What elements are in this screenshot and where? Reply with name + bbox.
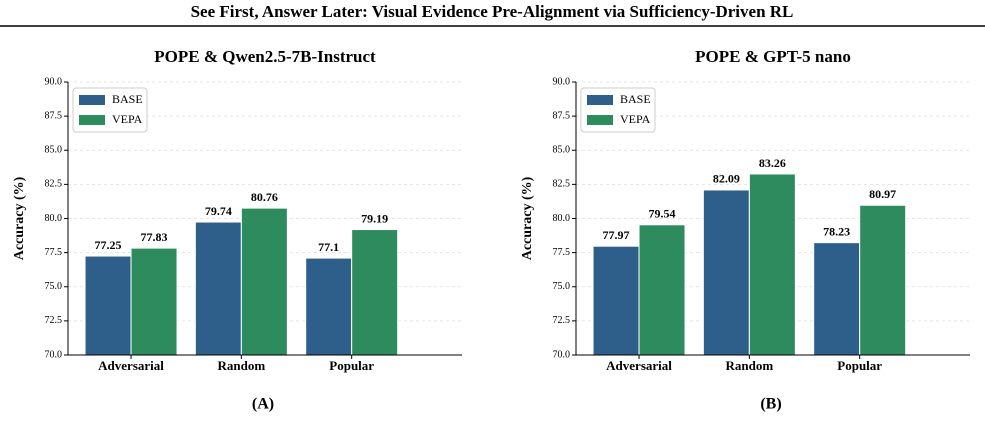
x-tick-label: Adversarial: [98, 358, 164, 373]
bar: [813, 242, 861, 356]
y-tick-label: 80.0: [45, 213, 63, 224]
value-label: 83.26: [759, 156, 786, 170]
bar: [130, 247, 178, 356]
y-tick-label: 72.5: [553, 315, 571, 326]
bar: [748, 173, 796, 356]
y-tick-label: 82.5: [553, 179, 571, 190]
y-tick-label: 70.0: [45, 349, 63, 360]
legend-label: BASE: [112, 92, 143, 106]
legend-label: BASE: [620, 92, 651, 106]
y-tick-label: 75.0: [553, 281, 571, 292]
y-tick-label: 77.5: [45, 247, 63, 258]
bar: [305, 257, 353, 356]
caption: (B): [760, 396, 781, 413]
y-tick-label: 72.5: [45, 315, 63, 326]
legend-swatch: [587, 115, 613, 125]
value-label: 79.74: [205, 204, 232, 218]
y-tick-label: 77.5: [553, 247, 571, 258]
bar: [351, 229, 399, 356]
bar: [240, 207, 288, 356]
y-axis-label: Accuracy (%): [12, 176, 27, 260]
legend-label: VEPA: [620, 112, 651, 126]
legend-swatch: [587, 95, 613, 105]
x-tick-label: Popular: [837, 358, 882, 373]
y-tick-label: 90.0: [553, 76, 571, 87]
legend-swatch: [79, 115, 105, 125]
y-tick-label: 75.0: [45, 281, 63, 292]
y-tick-label: 87.5: [45, 110, 63, 121]
y-tick-label: 90.0: [45, 76, 63, 87]
chart-title: POPE & Qwen2.5-7B-Instruct: [154, 47, 376, 66]
value-label: 79.19: [361, 211, 388, 225]
bar: [84, 255, 132, 356]
y-tick-label: 87.5: [553, 110, 571, 121]
bar: [638, 224, 686, 356]
value-label: 80.76: [251, 190, 278, 204]
bar: [194, 221, 242, 356]
bar: [859, 204, 907, 356]
chart-title: POPE & GPT-5 nano: [695, 47, 851, 66]
value-label: 79.54: [649, 207, 676, 221]
value-label: 77.83: [141, 230, 168, 244]
value-label: 80.97: [869, 187, 896, 201]
value-label: 82.09: [713, 172, 740, 186]
y-tick-label: 70.0: [553, 349, 571, 360]
x-tick-label: Random: [726, 358, 774, 373]
y-axis-label: Accuracy (%): [520, 176, 535, 260]
y-tick-label: 85.0: [553, 145, 571, 156]
value-label: 77.25: [95, 238, 122, 252]
value-label: 78.23: [823, 224, 850, 238]
y-tick-label: 80.0: [553, 213, 571, 224]
y-tick-label: 82.5: [45, 179, 63, 190]
legend-label: VEPA: [112, 112, 143, 126]
x-tick-label: Popular: [329, 358, 374, 373]
x-tick-label: Adversarial: [606, 358, 672, 373]
header-title: See First, Answer Later: Visual Evidence…: [191, 2, 794, 21]
y-tick-label: 85.0: [45, 145, 63, 156]
bar: [702, 189, 750, 356]
value-label: 77.1: [318, 240, 339, 254]
bar: [592, 245, 640, 356]
caption: (A): [252, 396, 274, 413]
legend-swatch: [79, 95, 105, 105]
value-label: 77.97: [603, 228, 630, 242]
x-tick-label: Random: [218, 358, 266, 373]
